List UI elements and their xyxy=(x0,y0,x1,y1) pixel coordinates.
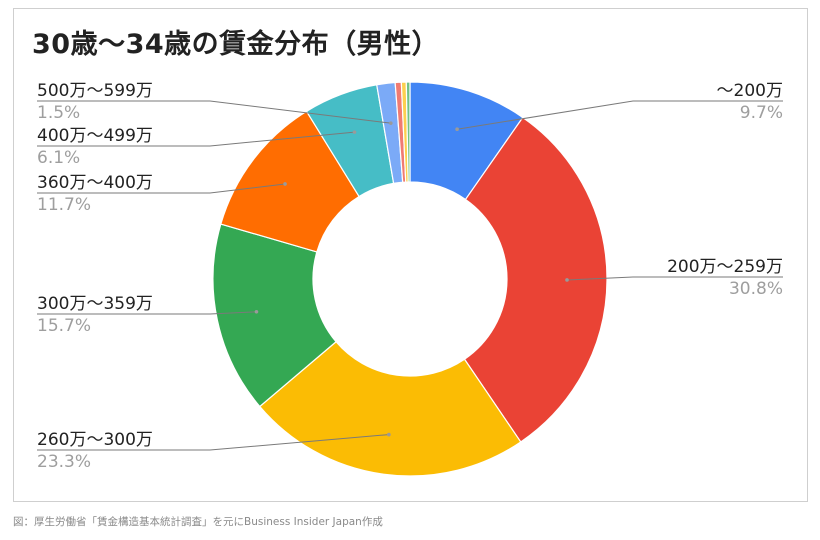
slice-label: 200万〜259万 xyxy=(667,257,783,277)
slice-value-label: 1.5% xyxy=(37,103,80,123)
source-caption: 図：厚生労働省「賃金構造基本統計調査」を元にBusiness Insider J… xyxy=(13,516,383,528)
donut-slice xyxy=(212,223,337,408)
leader-dot xyxy=(283,182,287,186)
slice-label: 360万〜400万 xyxy=(37,173,153,193)
slice-value-label: 6.1% xyxy=(37,148,80,168)
leader-line xyxy=(37,131,355,147)
leader-line xyxy=(37,183,286,194)
slice-value-label: 23.3% xyxy=(37,452,91,472)
leader-line xyxy=(457,100,783,130)
leader-line xyxy=(566,276,783,281)
leader-dot xyxy=(565,278,569,282)
donut-slice xyxy=(405,81,411,183)
slice-value-label: 11.7% xyxy=(37,195,91,215)
slice-label: 260万〜300万 xyxy=(37,430,153,450)
leader-line xyxy=(37,100,391,124)
donut-slice xyxy=(463,116,608,443)
leader-dot xyxy=(455,127,459,132)
leader-dot xyxy=(352,130,357,134)
leader-dot xyxy=(254,310,259,314)
slice-value-label: 15.7% xyxy=(37,316,91,336)
leader-line xyxy=(37,434,389,451)
slice-label: 500万〜599万 xyxy=(37,81,153,101)
donut-slice xyxy=(258,340,522,477)
slice-label: 400万〜499万 xyxy=(37,126,153,146)
chart-title: 30歳〜34歳の賃金分布（男性） xyxy=(32,29,440,60)
slice-value-label: 30.8% xyxy=(729,279,783,299)
leader-dot xyxy=(389,121,393,125)
leader-dot xyxy=(387,432,391,437)
slice-label: 300万〜359万 xyxy=(37,294,153,314)
slice-label: 〜200万 xyxy=(717,81,783,101)
slice-value-label: 9.7% xyxy=(740,103,783,123)
leader-line xyxy=(37,311,257,315)
